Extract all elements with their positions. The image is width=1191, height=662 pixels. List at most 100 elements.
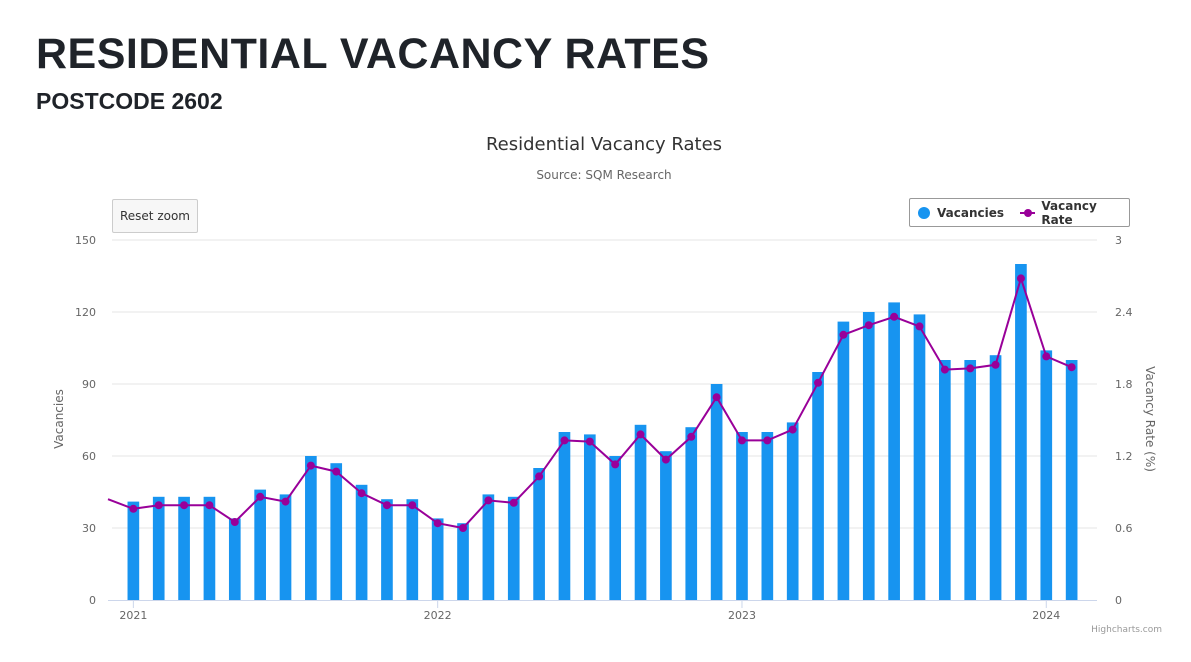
legend-line-marker	[1024, 208, 1032, 217]
y-right-tick-label: 1.8	[1115, 378, 1133, 391]
vacancies-bar[interactable]	[583, 434, 596, 600]
vacancy-rate-point[interactable]	[737, 436, 746, 445]
vacancy-rate-point[interactable]	[535, 472, 544, 481]
vacancy-rate-point[interactable]	[814, 378, 823, 387]
vacancies-bar[interactable]	[279, 494, 292, 600]
vacancies-bar[interactable]	[1040, 350, 1053, 600]
reset-zoom-button[interactable]: Reset zoom	[112, 199, 198, 233]
vacancy-rate-point[interactable]	[1067, 363, 1076, 372]
vacancy-rate-point[interactable]	[1042, 352, 1051, 361]
vacancy-rate-point[interactable]	[560, 436, 569, 445]
vacancy-rate-point[interactable]	[256, 492, 265, 501]
vacancies-bar[interactable]	[355, 484, 368, 600]
vacancy-rate-point[interactable]	[459, 524, 468, 532]
vacancies-bar[interactable]	[660, 451, 672, 600]
vacancies-bar[interactable]	[609, 456, 622, 600]
vacancy-rate-point[interactable]	[180, 501, 189, 510]
vacancies-bar[interactable]	[381, 499, 393, 600]
vacancy-rate-point[interactable]	[230, 518, 239, 526]
vacancies-bar[interactable]	[786, 422, 799, 600]
vacancies-bar[interactable]	[507, 496, 520, 600]
legend-label-vacancy-rate: Vacancy Rate	[1041, 198, 1097, 227]
vacancies-bar[interactable]	[812, 372, 824, 600]
y-right-tick-label: 0	[1115, 594, 1122, 607]
vacancy-rate-point[interactable]	[433, 519, 442, 528]
vacancies-bar[interactable]	[888, 302, 900, 600]
vacancies-bar[interactable]	[431, 518, 444, 600]
vacancy-rate-point[interactable]	[357, 489, 366, 498]
vacancies-bar[interactable]	[1065, 360, 1078, 600]
vacancies-bar[interactable]	[862, 312, 875, 600]
vacancies-bar[interactable]	[330, 463, 343, 600]
vacancy-rate-point[interactable]	[763, 436, 772, 445]
vacancy-rate-point[interactable]	[382, 501, 391, 510]
vacancy-rate-point[interactable]	[864, 321, 873, 330]
vacancy-rate-point[interactable]	[408, 501, 417, 510]
vacancies-bar[interactable]	[1015, 264, 1027, 600]
vacancy-rate-point[interactable]	[991, 360, 1000, 369]
vacancy-rate-point[interactable]	[661, 455, 670, 464]
vacancies-bar[interactable]	[152, 496, 165, 600]
vacancy-rate-point[interactable]	[1016, 274, 1025, 283]
vacancies-bar[interactable]	[305, 456, 317, 600]
vacancy-rate-point[interactable]	[205, 501, 214, 510]
vacancies-bar[interactable]	[228, 518, 241, 600]
x-tick-label: 2021	[119, 609, 147, 622]
vacancy-rate-point[interactable]	[484, 496, 493, 505]
x-tick-label: 2023	[728, 609, 756, 622]
vacancies-bar[interactable]	[457, 523, 469, 600]
vacancy-rate-point[interactable]	[306, 461, 315, 470]
vacancy-rate-point[interactable]	[281, 497, 290, 506]
vacancy-rate-point[interactable]	[687, 432, 696, 441]
y-left-tick-label: 90	[82, 378, 96, 391]
chart-subtitle: Source: SQM Research	[536, 168, 671, 182]
vacancies-bar[interactable]	[761, 432, 774, 600]
vacancies-bar[interactable]	[989, 355, 1002, 600]
y-left-tick-label: 60	[82, 450, 96, 463]
vacancies-bar[interactable]	[178, 496, 190, 600]
y-left-tick-label: 30	[82, 522, 96, 535]
y-right-axis-title: Vacancy Rate (%)	[1143, 366, 1157, 472]
legend-item-vacancies[interactable]: Vacancies	[918, 199, 1004, 226]
vacancies-bar[interactable]	[837, 321, 850, 600]
vacancy-rate-point[interactable]	[966, 364, 975, 373]
vacancy-rate-point[interactable]	[611, 460, 620, 469]
vacancies-bar[interactable]	[634, 424, 647, 600]
vacancies-bar[interactable]	[558, 432, 571, 600]
vacancies-bar[interactable]	[254, 489, 266, 600]
y-left-tick-label: 150	[75, 234, 96, 247]
vacancies-bar[interactable]	[482, 494, 495, 600]
vacancy-rate-point[interactable]	[332, 467, 341, 476]
credits-link[interactable]: Highcharts.com	[1091, 625, 1162, 635]
vacancy-rate-point[interactable]	[712, 393, 721, 402]
vacancies-bar[interactable]	[913, 314, 926, 600]
vacancies-bar[interactable]	[203, 496, 216, 600]
vacancy-rate-point[interactable]	[890, 312, 899, 321]
vacancy-rate-point[interactable]	[915, 322, 924, 331]
vacancy-rate-point[interactable]	[509, 498, 518, 507]
y-right-tick-label: 0.6	[1115, 522, 1133, 535]
vacancies-bar[interactable]	[127, 501, 140, 600]
vacancy-rate-point[interactable]	[129, 504, 138, 513]
legend: Vacancies Vacancy Rate	[909, 198, 1130, 227]
grid-lines	[112, 239, 1097, 529]
vacancy-rate-point[interactable]	[636, 430, 645, 439]
vacancies-bar[interactable]	[685, 427, 698, 600]
vacancies-bar[interactable]	[736, 432, 748, 600]
vacancy-rate-point[interactable]	[154, 501, 163, 510]
page-heading: RESIDENTIAL VACANCY RATES	[36, 30, 710, 78]
vacancies-bar[interactable]	[710, 384, 723, 600]
y-right-tick-label: 3	[1115, 234, 1122, 247]
legend-item-vacancy-rate[interactable]: Vacancy Rate	[1020, 198, 1129, 227]
vacancy-rate-point[interactable]	[585, 437, 594, 446]
vacancy-rate-point[interactable]	[788, 425, 797, 434]
vacancy-rate-point[interactable]	[839, 330, 848, 339]
vacancies-bar[interactable]	[964, 360, 977, 600]
vacancies-bar[interactable]	[939, 360, 951, 600]
axes: 0 0 30 0.6 60 1.2 90 1.8 120 2.4 150 3 2021 2022 2023 2…	[75, 234, 1133, 622]
vacancies-bar[interactable]	[533, 468, 545, 600]
chart-title: Residential Vacancy Rates	[486, 134, 722, 155]
vacancy-rate-point[interactable]	[940, 365, 949, 374]
page-subheading: POSTCODE 2602	[36, 88, 223, 114]
vacancies-bar[interactable]	[406, 499, 419, 600]
